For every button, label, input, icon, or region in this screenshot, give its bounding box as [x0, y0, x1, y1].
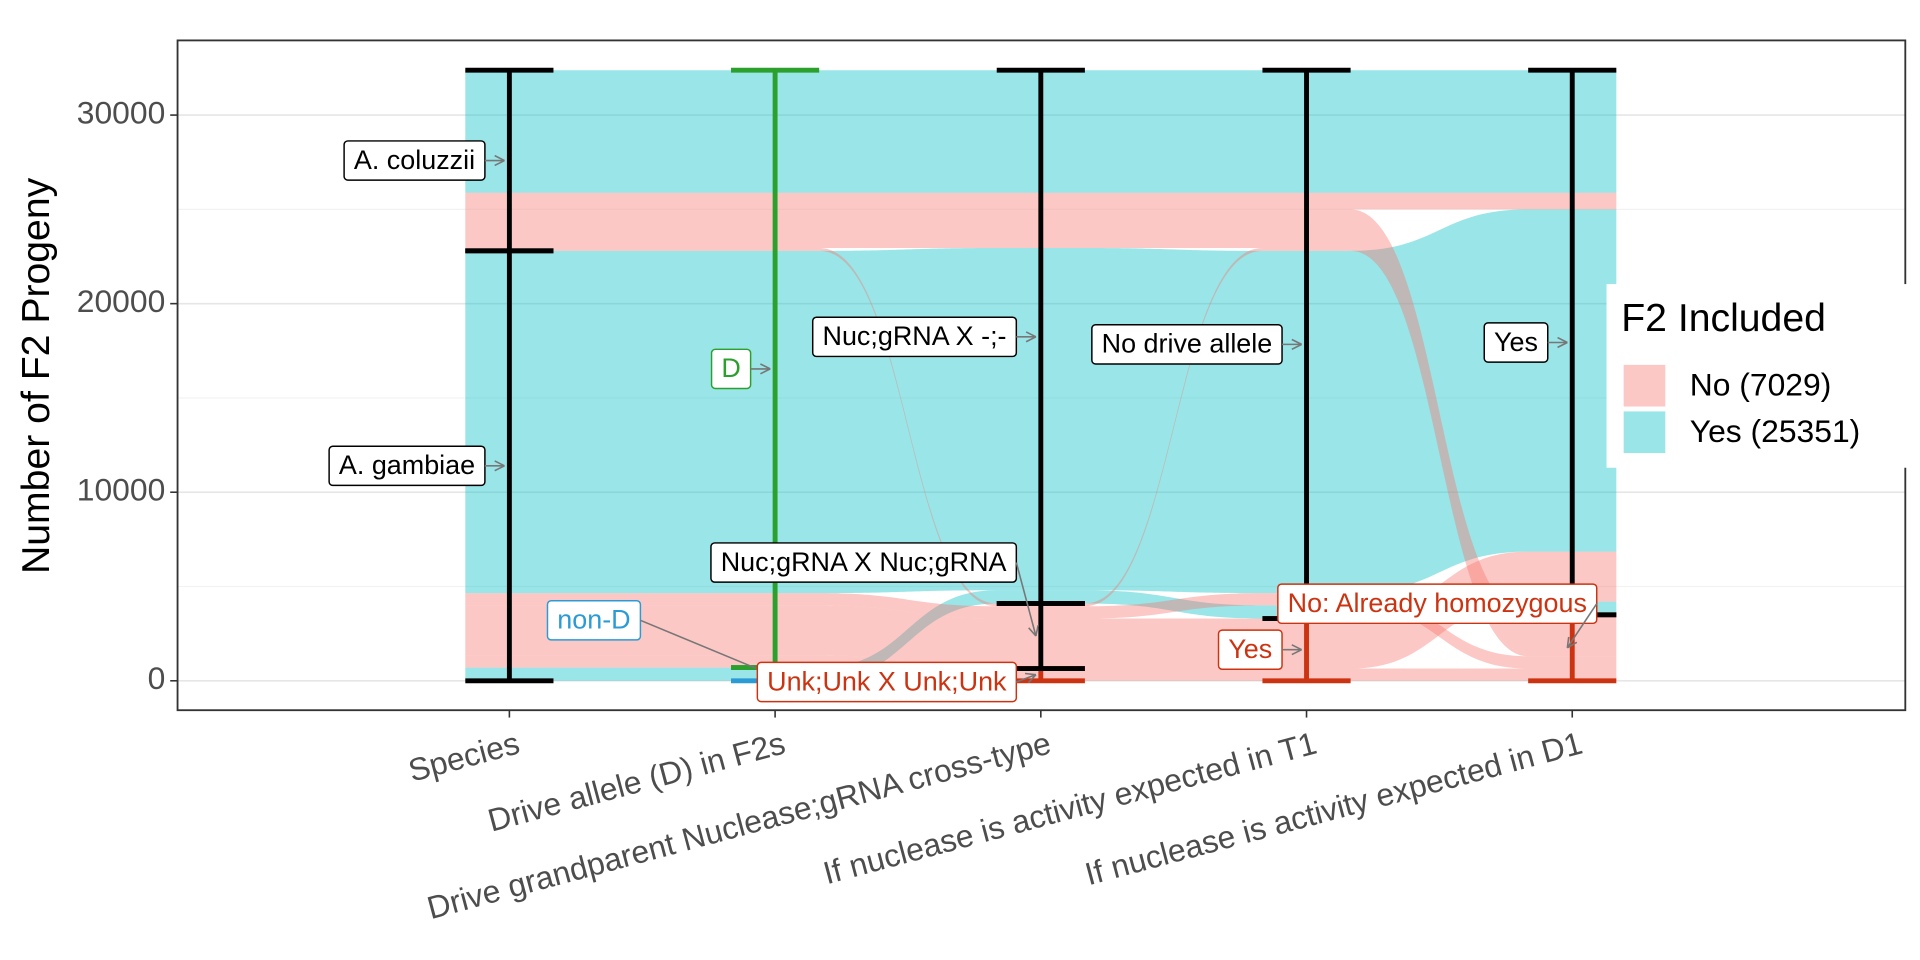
- label-arrowhead: [1291, 644, 1302, 656]
- label-text: Yes: [1494, 327, 1538, 357]
- label-text: Nuc;gRNA X Nuc;gRNA: [721, 547, 1007, 577]
- label-arrowhead: [1566, 636, 1578, 649]
- label-text: Yes: [1228, 634, 1272, 664]
- label-text: Nuc;gRNA X -;-: [823, 321, 1007, 351]
- stratum: [996, 67, 1085, 606]
- label-arrowhead: [1291, 338, 1302, 350]
- y-axis-title: Number of F2 Progeny: [15, 177, 58, 574]
- y-tick-label: 0: [148, 660, 166, 696]
- stratum-label: Yes: [1483, 322, 1568, 363]
- legend-background: [1606, 284, 1920, 468]
- label-text: No drive allele: [1102, 329, 1273, 359]
- stratum: [465, 67, 554, 254]
- stratum-labels: A. gambiae A. coluzzii non-D D Unk;Unk X Unk…: [328, 140, 1598, 703]
- stratum-label: No: Already homozygous: [1277, 583, 1598, 649]
- label-arrowhead: [1024, 672, 1037, 684]
- legend-key: [1623, 364, 1666, 407]
- label-text: A. gambiae: [339, 450, 475, 480]
- legend-title: F2 Included: [1621, 297, 1826, 340]
- label-arrow: [1015, 562, 1037, 637]
- stratum-label: A. coluzzii: [343, 140, 505, 181]
- label-arrow: [1016, 673, 1037, 683]
- label-text: A. coluzzii: [354, 145, 475, 175]
- y-tick-label: 20000: [77, 283, 166, 319]
- label-arrowhead: [1025, 331, 1037, 343]
- stratum-label: A. gambiae: [328, 445, 505, 487]
- flow-ribbon: [465, 551, 1617, 669]
- stratum-label: Nuc;gRNA X -;-: [811, 316, 1037, 358]
- label-text: non-D: [557, 605, 630, 635]
- label-arrowhead: [1028, 625, 1039, 637]
- label-arrowhead: [494, 154, 505, 167]
- stratum-label: D: [710, 348, 771, 390]
- label-arrowhead: [1557, 336, 1568, 349]
- flow-ribbon: [465, 655, 1617, 681]
- label-arrowhead: [760, 363, 771, 375]
- stratum-label: No drive allele: [1091, 324, 1302, 365]
- stratum-label: non-D: [546, 599, 771, 676]
- y-tick-label: 30000: [77, 94, 166, 130]
- label-text: Unk;Unk X Unk;Unk: [767, 666, 1007, 696]
- label-text: D: [721, 353, 740, 383]
- label-box: [1277, 583, 1598, 625]
- stratum-label: Yes: [1217, 629, 1302, 671]
- legend-label: No (7029): [1690, 366, 1832, 402]
- label-arrowhead: [494, 460, 505, 472]
- legend-key: [1623, 411, 1666, 454]
- label-arrow: [1566, 603, 1598, 649]
- label-text: No: Already homozygous: [1288, 588, 1587, 618]
- legend-label: Yes (25351): [1690, 413, 1860, 449]
- y-tick-label: 10000: [77, 472, 166, 508]
- stratum-label: Unk;Unk X Unk;Unk: [756, 661, 1037, 703]
- label-box: [710, 542, 1018, 583]
- label-arrow: [640, 619, 771, 675]
- legend: F2 Included No (7029) Yes (25351): [1606, 284, 1920, 468]
- stratum-label: Nuc;gRNA X Nuc;gRNA: [710, 542, 1039, 637]
